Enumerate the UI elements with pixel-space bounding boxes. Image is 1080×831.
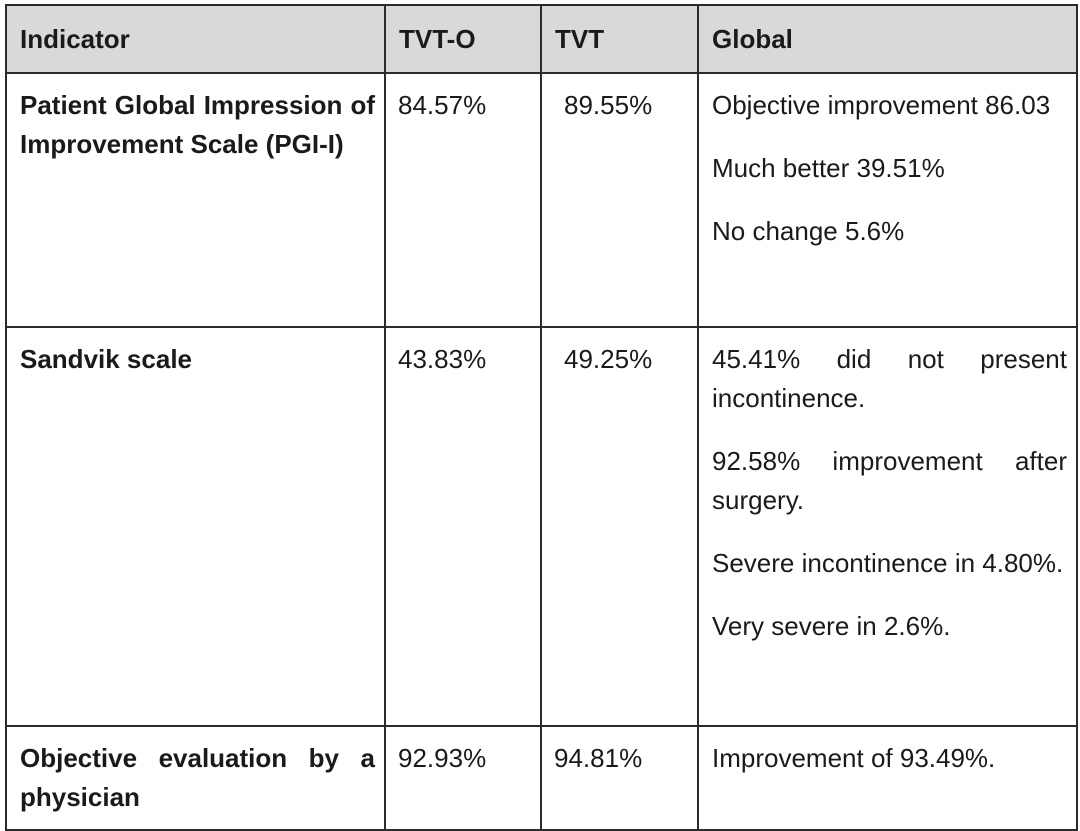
global-cell: Improvement of 93.49%. [697, 725, 1078, 831]
global-line: 92.58% improvement after surgery. [712, 446, 1067, 515]
header-indicator: Indicator [5, 4, 386, 74]
tvt-cell: 94.81% [540, 725, 699, 831]
table-row: Patient Global Impression of Improvement… [5, 72, 1078, 328]
global-line: No change 5.6% [712, 216, 905, 246]
global-line: 45.41% did not present incontinence. [712, 344, 1067, 413]
tvt-cell: 49.25% [540, 326, 699, 727]
tvt-cell: 89.55% [540, 72, 699, 328]
tvt-o-cell: 43.83% [384, 326, 542, 727]
results-table: Indicator TVT-O TVT Global Patient Globa… [5, 4, 1078, 831]
header-tvt-o: TVT-O [384, 4, 542, 74]
tvt-o-cell: 92.93% [384, 725, 542, 831]
global-line: Very severe in 2.6%. [712, 611, 951, 641]
global-line: Much better 39.51% [712, 153, 945, 183]
header-row: Indicator TVT-O TVT Global [5, 4, 1078, 74]
table-row: Objective evaluation by a physician 92.9… [5, 725, 1078, 831]
indicator-cell: Patient Global Impression of Improvement… [5, 72, 386, 328]
indicator-cell: Objective evaluation by a physician [5, 725, 386, 831]
global-cell: Objective improvement 86.03 Much better … [697, 72, 1078, 328]
indicator-cell: Sandvik scale [5, 326, 386, 727]
global-line: Objective improvement 86.03 [712, 90, 1051, 120]
header-global: Global [697, 4, 1078, 74]
table-row: Sandvik scale 43.83% 49.25% 45.41% did n… [5, 326, 1078, 727]
header-tvt: TVT [540, 4, 699, 74]
global-line: Severe incontinence in 4.80%. [712, 548, 1064, 578]
global-cell: 45.41% did not present incontinence. 92.… [697, 326, 1078, 727]
global-line: Improvement of 93.49%. [712, 743, 996, 773]
tvt-o-cell: 84.57% [384, 72, 542, 328]
